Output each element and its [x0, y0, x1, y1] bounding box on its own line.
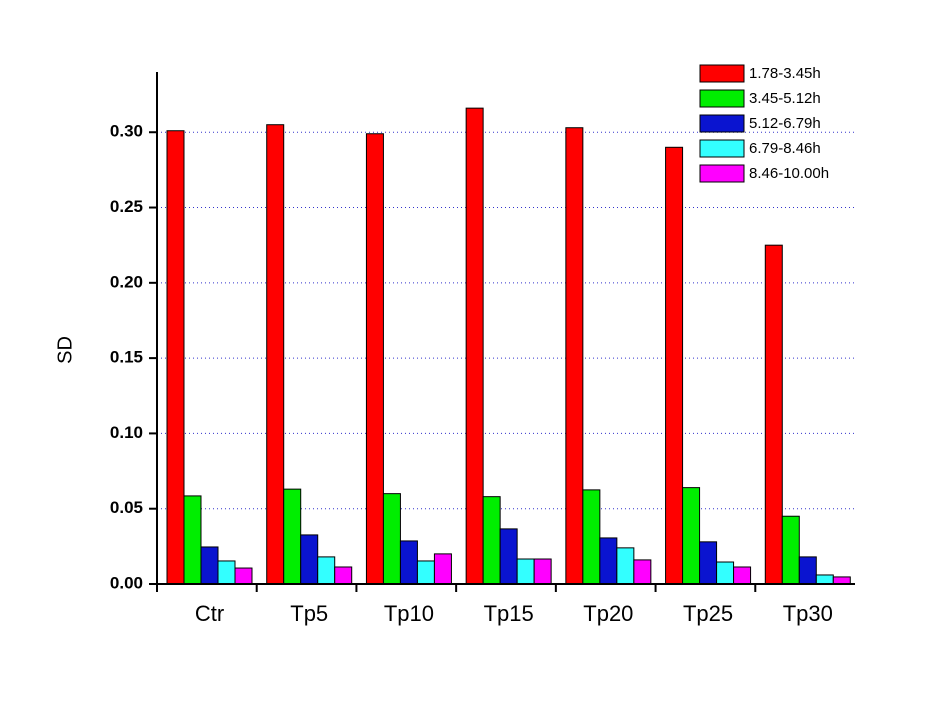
bar: [499, 528, 518, 585]
bar: [781, 515, 800, 585]
bar: [482, 496, 501, 585]
bar: [234, 567, 253, 585]
x-tick-label: Tp10: [384, 601, 434, 626]
x-tick-label: Tp5: [290, 601, 328, 626]
x-tick-label: Ctr: [195, 601, 224, 626]
bar: [764, 244, 783, 585]
bar: [565, 127, 584, 585]
bar: [616, 547, 635, 585]
bar: [183, 495, 202, 585]
bar: [399, 540, 418, 585]
x-tick-label: Tp20: [583, 601, 633, 626]
bar: [465, 107, 484, 585]
legend-label: 5.12-6.79h: [749, 115, 821, 132]
bar: [699, 541, 718, 585]
legend-label: 8.46-10.00h: [749, 165, 829, 182]
legend-label: 1.78-3.45h: [749, 65, 821, 82]
y-tick-label: 0.05: [110, 498, 143, 517]
bar: [716, 561, 735, 585]
bar: [266, 124, 285, 585]
bar: [798, 556, 817, 585]
bar: [599, 537, 618, 585]
bar: [832, 576, 851, 585]
bar: [733, 566, 752, 585]
bar: [166, 130, 185, 585]
legend-swatch: [699, 139, 745, 158]
y-tick-label: 0.20: [110, 272, 143, 291]
bar: [516, 558, 535, 585]
y-tick-label: 0.10: [110, 423, 143, 442]
y-axis-label: SD: [54, 336, 76, 364]
y-tick-label: 0.25: [110, 197, 143, 216]
bar: [334, 566, 353, 585]
bar: [382, 493, 401, 585]
legend-label: 3.45-5.12h: [749, 90, 821, 107]
bar: [633, 559, 652, 585]
bar: [217, 560, 236, 585]
bar: [582, 489, 601, 585]
legend-swatch: [699, 89, 745, 108]
legend-swatch: [699, 64, 745, 83]
y-tick-label: 0.00: [110, 573, 143, 592]
bar: [682, 487, 701, 585]
x-tick-label: Tp30: [783, 601, 833, 626]
bar: [533, 558, 552, 585]
legend-label: 6.79-8.46h: [749, 140, 821, 157]
x-tick-label: Tp25: [683, 601, 733, 626]
bar: [665, 146, 684, 585]
bar: [283, 488, 302, 585]
bar: [200, 546, 219, 585]
bar: [416, 560, 435, 585]
legend-swatch: [699, 114, 745, 133]
bar: [815, 574, 834, 585]
bar: [300, 534, 319, 585]
bar: [433, 553, 452, 585]
x-tick-label: Tp15: [484, 601, 534, 626]
y-tick-label: 0.15: [110, 348, 143, 367]
bar: [317, 556, 336, 585]
bar: [365, 133, 384, 585]
y-tick-label: 0.30: [110, 122, 143, 141]
legend-swatch: [699, 164, 745, 183]
